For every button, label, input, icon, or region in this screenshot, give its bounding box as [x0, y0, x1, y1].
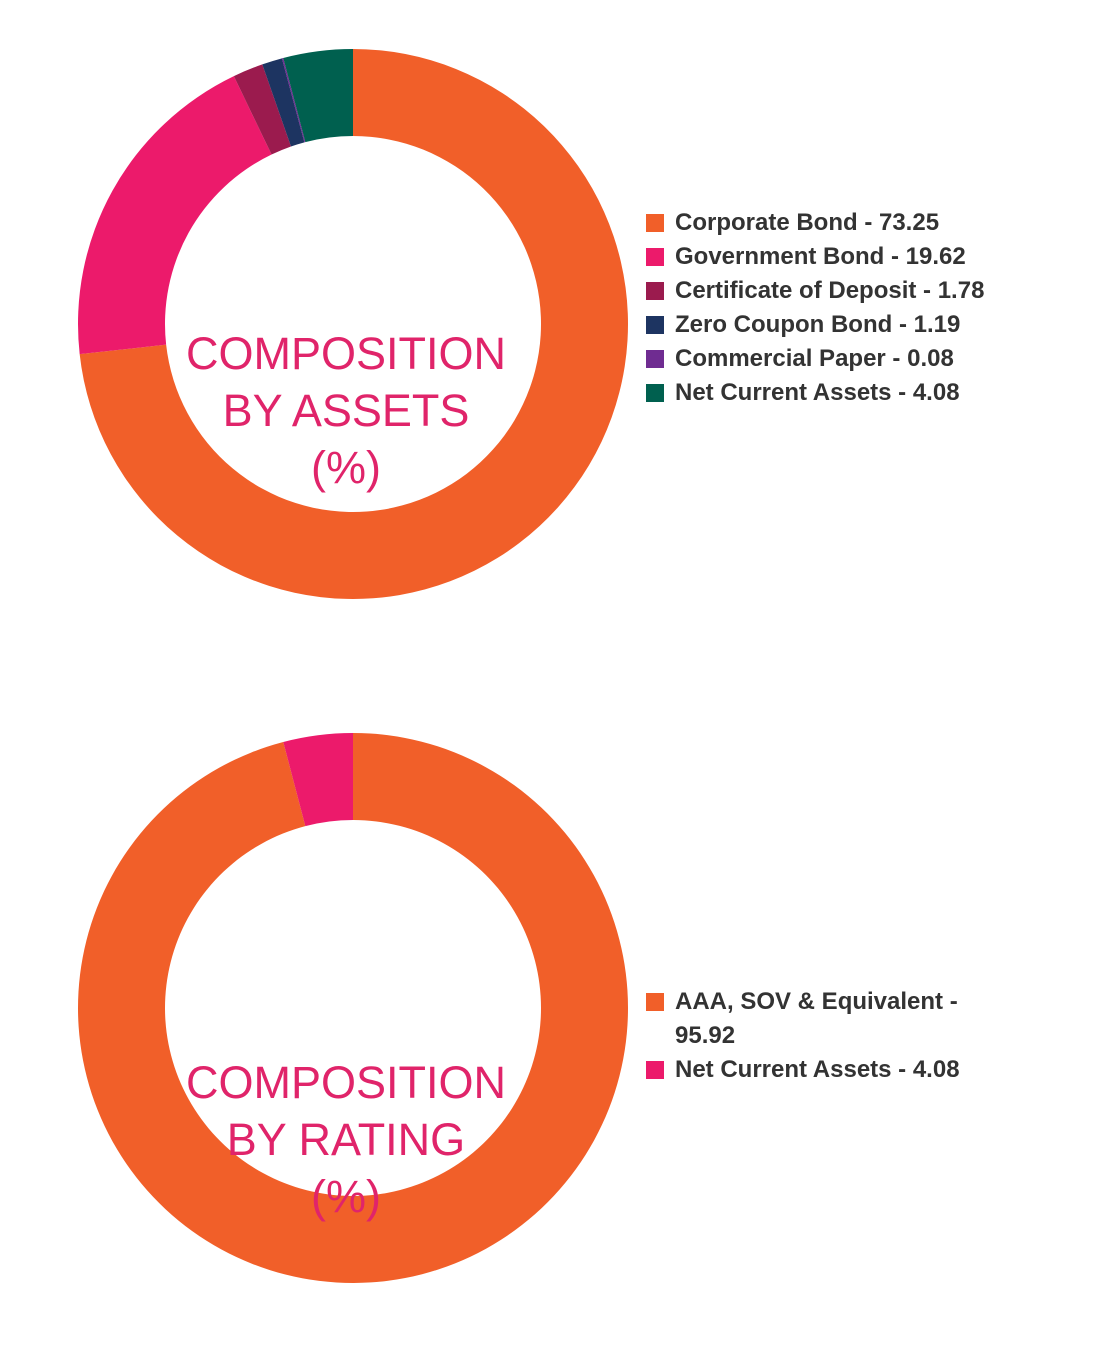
legend-swatch: [646, 993, 664, 1011]
legend-label: Net Current Assets - 4.08: [675, 1056, 960, 1083]
donut-slice-0: [79, 49, 628, 599]
legend-swatch: [646, 384, 664, 402]
assets-donut: [78, 49, 628, 599]
legend-item-zero-coupon-bond: Zero Coupon Bond - 1.19: [646, 308, 984, 342]
composition-by-rating-chart: COMPOSITION BY RATING (%) AAA, SOV & Equ…: [0, 684, 1114, 1368]
center-label-line-1: COMPOSITION: [185, 328, 506, 379]
legend-item-aaa-sov-equivalent: AAA, SOV & Equivalent - 95.92: [646, 985, 1005, 1053]
donut-slice-1: [78, 76, 272, 355]
legend-item-government-bond: Government Bond - 19.62: [646, 240, 984, 274]
legend-swatch: [646, 282, 664, 300]
legend-swatch: [646, 316, 664, 334]
assets-legend: Corporate Bond - 73.25 Government Bond -…: [646, 206, 984, 410]
legend-item-certificate-of-deposit: Certificate of Deposit - 1.78: [646, 274, 984, 308]
legend-swatch: [646, 1061, 664, 1079]
legend-label: Commercial Paper - 0.08: [675, 345, 954, 372]
center-label-line-3: (%): [311, 1171, 381, 1222]
rating-center-label: COMPOSITION BY RATING (%): [146, 1054, 546, 1225]
composition-by-assets-chart: COMPOSITION BY ASSETS (%) Corporate Bond…: [78, 49, 984, 599]
legend-swatch: [646, 214, 664, 232]
donut-slice-5: [283, 49, 353, 143]
legend-item-net-current-assets: Net Current Assets - 4.08: [646, 376, 984, 410]
rating-donut: [77, 733, 628, 1283]
legend-label: Zero Coupon Bond - 1.19: [675, 311, 961, 338]
center-label-line-1: COMPOSITION: [185, 1057, 506, 1108]
legend-swatch: [646, 350, 664, 368]
donut-slice-4: [281, 57, 306, 143]
center-label-line-2: BY ASSETS: [222, 385, 470, 436]
center-label-line-2: BY RATING: [226, 1114, 466, 1165]
legend-swatch: [646, 248, 664, 266]
donut-slice-3: [262, 58, 305, 147]
assets-center-label: COMPOSITION BY ASSETS (%): [146, 325, 546, 496]
legend-item-corporate-bond: Corporate Bond - 73.25: [646, 206, 984, 240]
donut-slice-2: [233, 64, 291, 155]
legend-item-net-current-assets: Net Current Assets - 4.08: [646, 1053, 1005, 1087]
center-label-line-3: (%): [311, 442, 381, 493]
legend-label: Government Bond - 19.62: [675, 243, 966, 270]
donut-slice-1: [283, 733, 353, 827]
legend-label: Net Current Assets - 4.08: [675, 379, 960, 406]
legend-label: Certificate of Deposit - 1.78: [675, 277, 985, 304]
rating-legend: AAA, SOV & Equivalent - 95.92 Net Curren…: [646, 985, 1005, 1087]
donut-slice-0: [77, 733, 628, 1283]
legend-label: Corporate Bond - 73.25: [675, 209, 940, 236]
legend-label: AAA, SOV & Equivalent - 95.92: [675, 988, 958, 1049]
legend-item-commercial-paper: Commercial Paper - 0.08: [646, 342, 984, 376]
